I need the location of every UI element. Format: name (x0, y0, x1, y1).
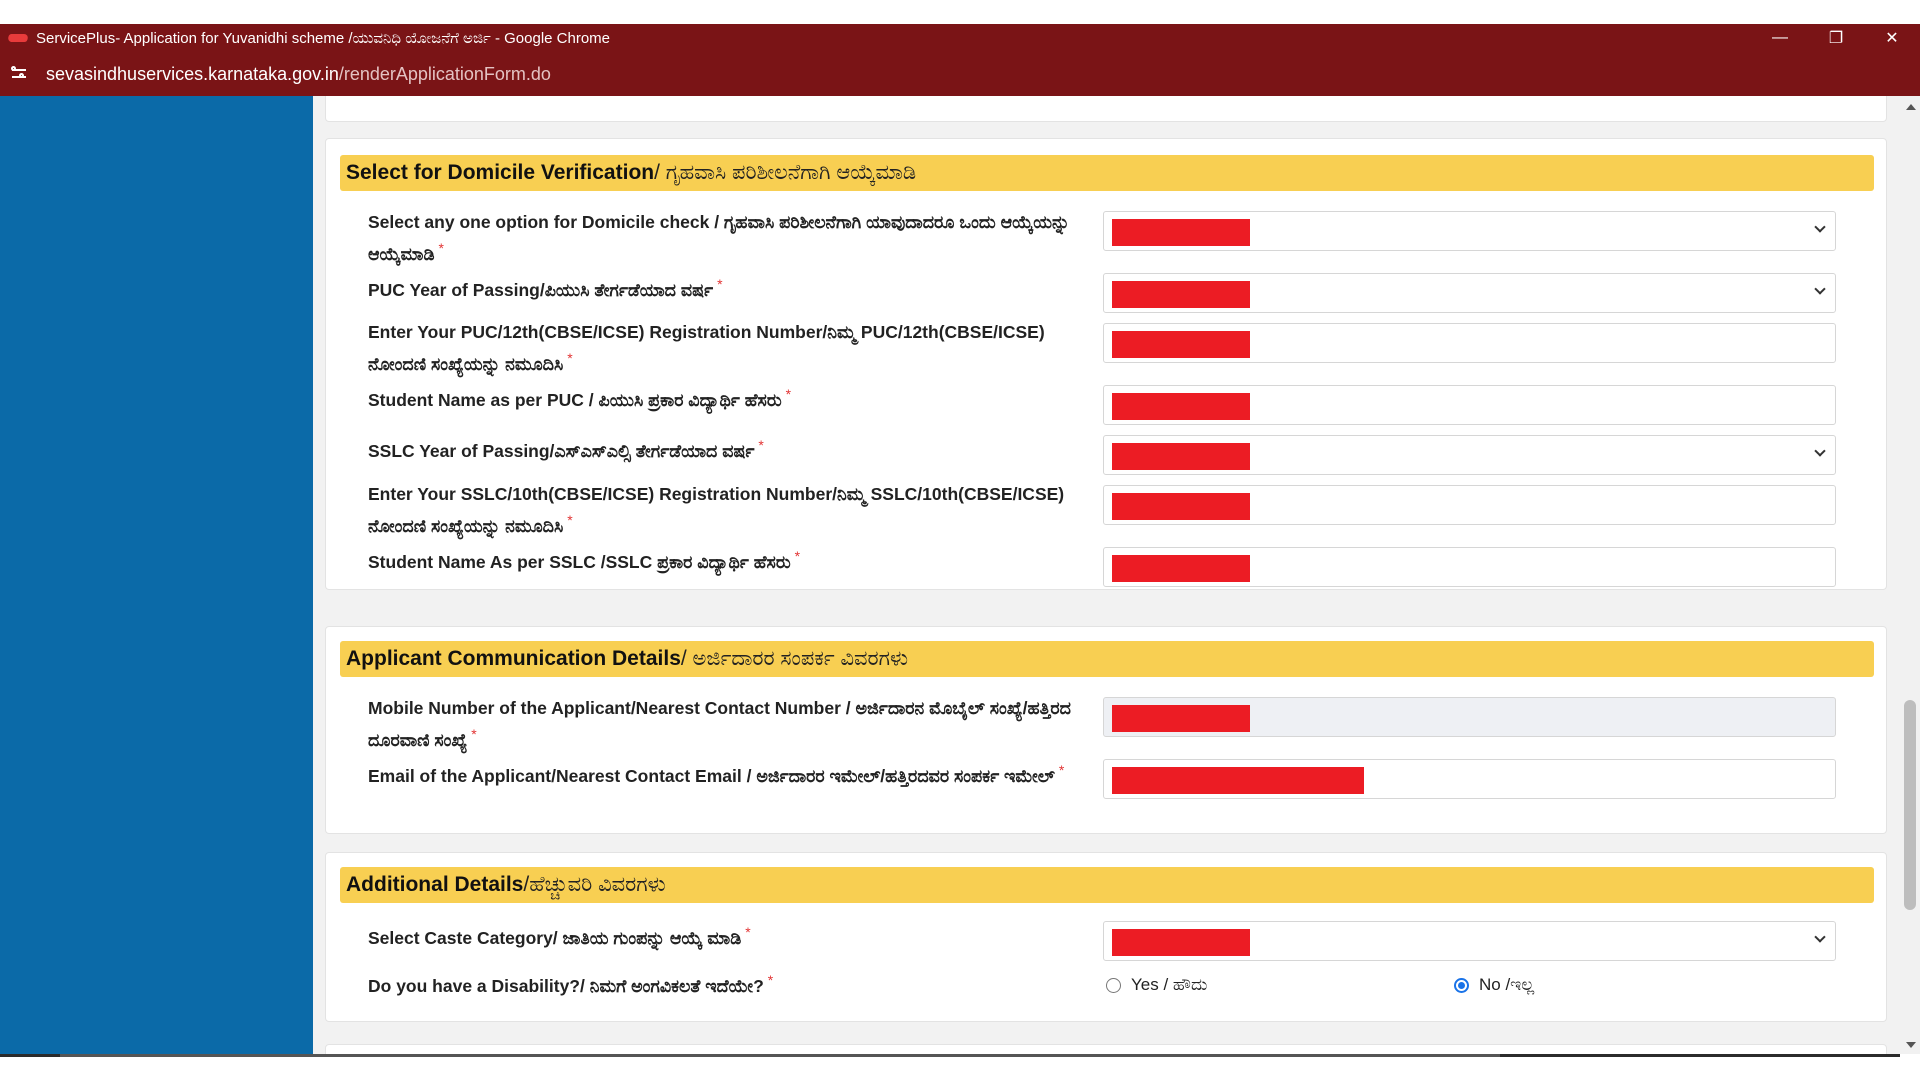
redaction (1112, 767, 1364, 794)
additional-section-header: Additional Details /ಹೆಚ್ಚುವರಿ ವಿವರಗಳು (340, 867, 1874, 903)
domicile-option-select[interactable] (1103, 211, 1836, 251)
main-content: Select for Domicile Verification / ಗೃಹವಾ… (313, 96, 1900, 1056)
additional-title-kn: /ಹೆಚ್ಚುವರಿ ವಿವರಗಳು (523, 873, 666, 896)
horizontal-scrollbar[interactable] (0, 1054, 1900, 1057)
chevron-down-icon (1815, 447, 1825, 457)
serviceplus-logo-icon (8, 31, 30, 45)
page-scrollbar[interactable] (1900, 96, 1920, 1056)
mobile-number-input[interactable] (1103, 697, 1836, 737)
puc-student-name-label: Student Name as per PUC / ಪಿಯುಸಿ ಪ್ರಕಾರ … (368, 386, 792, 410)
puc-student-name-input[interactable] (1103, 385, 1836, 425)
puc-year-label: PUC Year of Passing/ಪಿಯುಸಿ ತೇರ್ಗಡೆಯಾದ ವರ… (368, 276, 723, 300)
redaction (1112, 281, 1250, 308)
yes-label: Yes / ಹೌದು (1131, 975, 1208, 994)
previous-section-card (325, 96, 1887, 122)
puc-year-select[interactable] (1103, 273, 1836, 313)
domicile-option-label: Select any one option for Domicile check… (368, 212, 1070, 264)
bottom-bar (0, 1054, 1920, 1080)
additional-card: Additional Details /ಹೆಚ್ಚುವರಿ ವಿವರಗಳು Se… (325, 852, 1887, 1022)
no-label: No /ಇಲ್ಲ (1479, 975, 1535, 994)
domicile-title-en: Select for Domicile Verification (346, 161, 655, 184)
additional-title-en: Additional Details (346, 873, 524, 896)
domicile-card: Select for Domicile Verification / ಗೃಹವಾ… (325, 138, 1887, 590)
url-text[interactable]: sevasindhuservices.karnataka.gov.in/rend… (46, 64, 551, 85)
sslc-student-name-label: Student Name As per SSLC /SSLC ಪ್ರಕಾರ ವಿ… (368, 548, 801, 572)
communication-section-header: Applicant Communication Details / ಅರ್ಜಿದ… (340, 641, 1874, 677)
close-button[interactable]: ✕ (1885, 30, 1899, 47)
scroll-up-arrow-icon[interactable] (1906, 104, 1916, 110)
disability-label: Do you have a Disability?/ ನಿಮಗೆ ಅಂಗವಿಕಲ… (368, 972, 774, 996)
scroll-down-arrow-icon[interactable] (1906, 1042, 1916, 1048)
restore-button[interactable]: ❐ (1828, 30, 1844, 47)
radio-no[interactable] (1454, 977, 1469, 993)
caste-category-label: Select Caste Category/ ಜಾತಿಯ ಗುಂಪನ್ನು ಆಯ… (368, 924, 751, 948)
redaction (1112, 929, 1250, 956)
left-sidebar (0, 96, 313, 1056)
mobile-number-label: Mobile Number of the Applicant/Nearest C… (368, 698, 1071, 750)
communication-card: Applicant Communication Details / ಅರ್ಜಿದ… (325, 626, 1887, 834)
browser-titlebar: ServicePlus- Application for Yuvanidhi s… (0, 24, 1920, 52)
window-controls: — ❐ ✕ (1752, 24, 1920, 52)
next-section-card (325, 1044, 1887, 1056)
address-bar[interactable]: sevasindhuservices.karnataka.gov.in/rend… (0, 52, 1920, 96)
disability-radio-row: Yes / ಹೌದು No /ಇಲ್ಲ (326, 975, 1886, 999)
chevron-down-icon (1815, 223, 1825, 233)
redaction (1112, 331, 1250, 358)
redaction (1112, 555, 1250, 582)
email-label: Email of the Applicant/Nearest Contact E… (368, 762, 1065, 786)
sslc-year-select[interactable] (1103, 435, 1836, 475)
disability-yes-option[interactable]: Yes / ಹೌದು (1106, 975, 1207, 995)
domicile-section-header: Select for Domicile Verification / ಗೃಹವಾ… (340, 155, 1874, 191)
puc-registration-label: Enter Your PUC/12th(CBSE/ICSE) Registrat… (368, 322, 1045, 374)
site-settings-icon[interactable] (10, 64, 30, 84)
redaction (1112, 443, 1250, 470)
chevron-down-icon (1815, 933, 1825, 943)
domicile-title-kn: / ಗೃಹವಾಸಿ ಪರಿಶೀಲನೆಗಾಗಿ ಆಯ್ಕೆಮಾಡಿ (654, 161, 917, 184)
url-host: sevasindhuservices.karnataka.gov.in (46, 63, 339, 84)
redaction (1112, 393, 1250, 420)
top-strip (0, 0, 1920, 24)
radio-yes[interactable] (1106, 977, 1121, 993)
chevron-down-icon (1815, 285, 1825, 295)
redaction (1112, 705, 1250, 732)
sslc-year-label: SSLC Year of Passing/ಎಸ್ಎಸ್ಎಲ್ಸಿ ತೇರ್ಗಡೆ… (368, 437, 764, 461)
email-input[interactable] (1103, 759, 1836, 799)
communication-title-kn: / ಅರ್ಜಿದಾರರ ಸಂಪರ್ಕ ವಿವರಗಳು (680, 647, 909, 670)
scroll-thumb[interactable] (1904, 700, 1916, 910)
communication-title-en: Applicant Communication Details (346, 647, 681, 670)
window-title: ServicePlus- Application for Yuvanidhi s… (36, 29, 611, 47)
disability-no-option[interactable]: No /ಇಲ್ಲ (1454, 975, 1534, 995)
redaction (1112, 493, 1250, 520)
sslc-student-name-input[interactable] (1103, 547, 1836, 587)
minimize-button[interactable]: — (1772, 29, 1788, 46)
sslc-registration-input[interactable] (1103, 485, 1836, 525)
url-path: /renderApplicationForm.do (338, 63, 551, 84)
sslc-registration-label: Enter Your SSLC/10th(CBSE/ICSE) Registra… (368, 484, 1065, 536)
puc-registration-input[interactable] (1103, 323, 1836, 363)
redaction (1112, 219, 1250, 246)
caste-category-select[interactable] (1103, 921, 1836, 961)
